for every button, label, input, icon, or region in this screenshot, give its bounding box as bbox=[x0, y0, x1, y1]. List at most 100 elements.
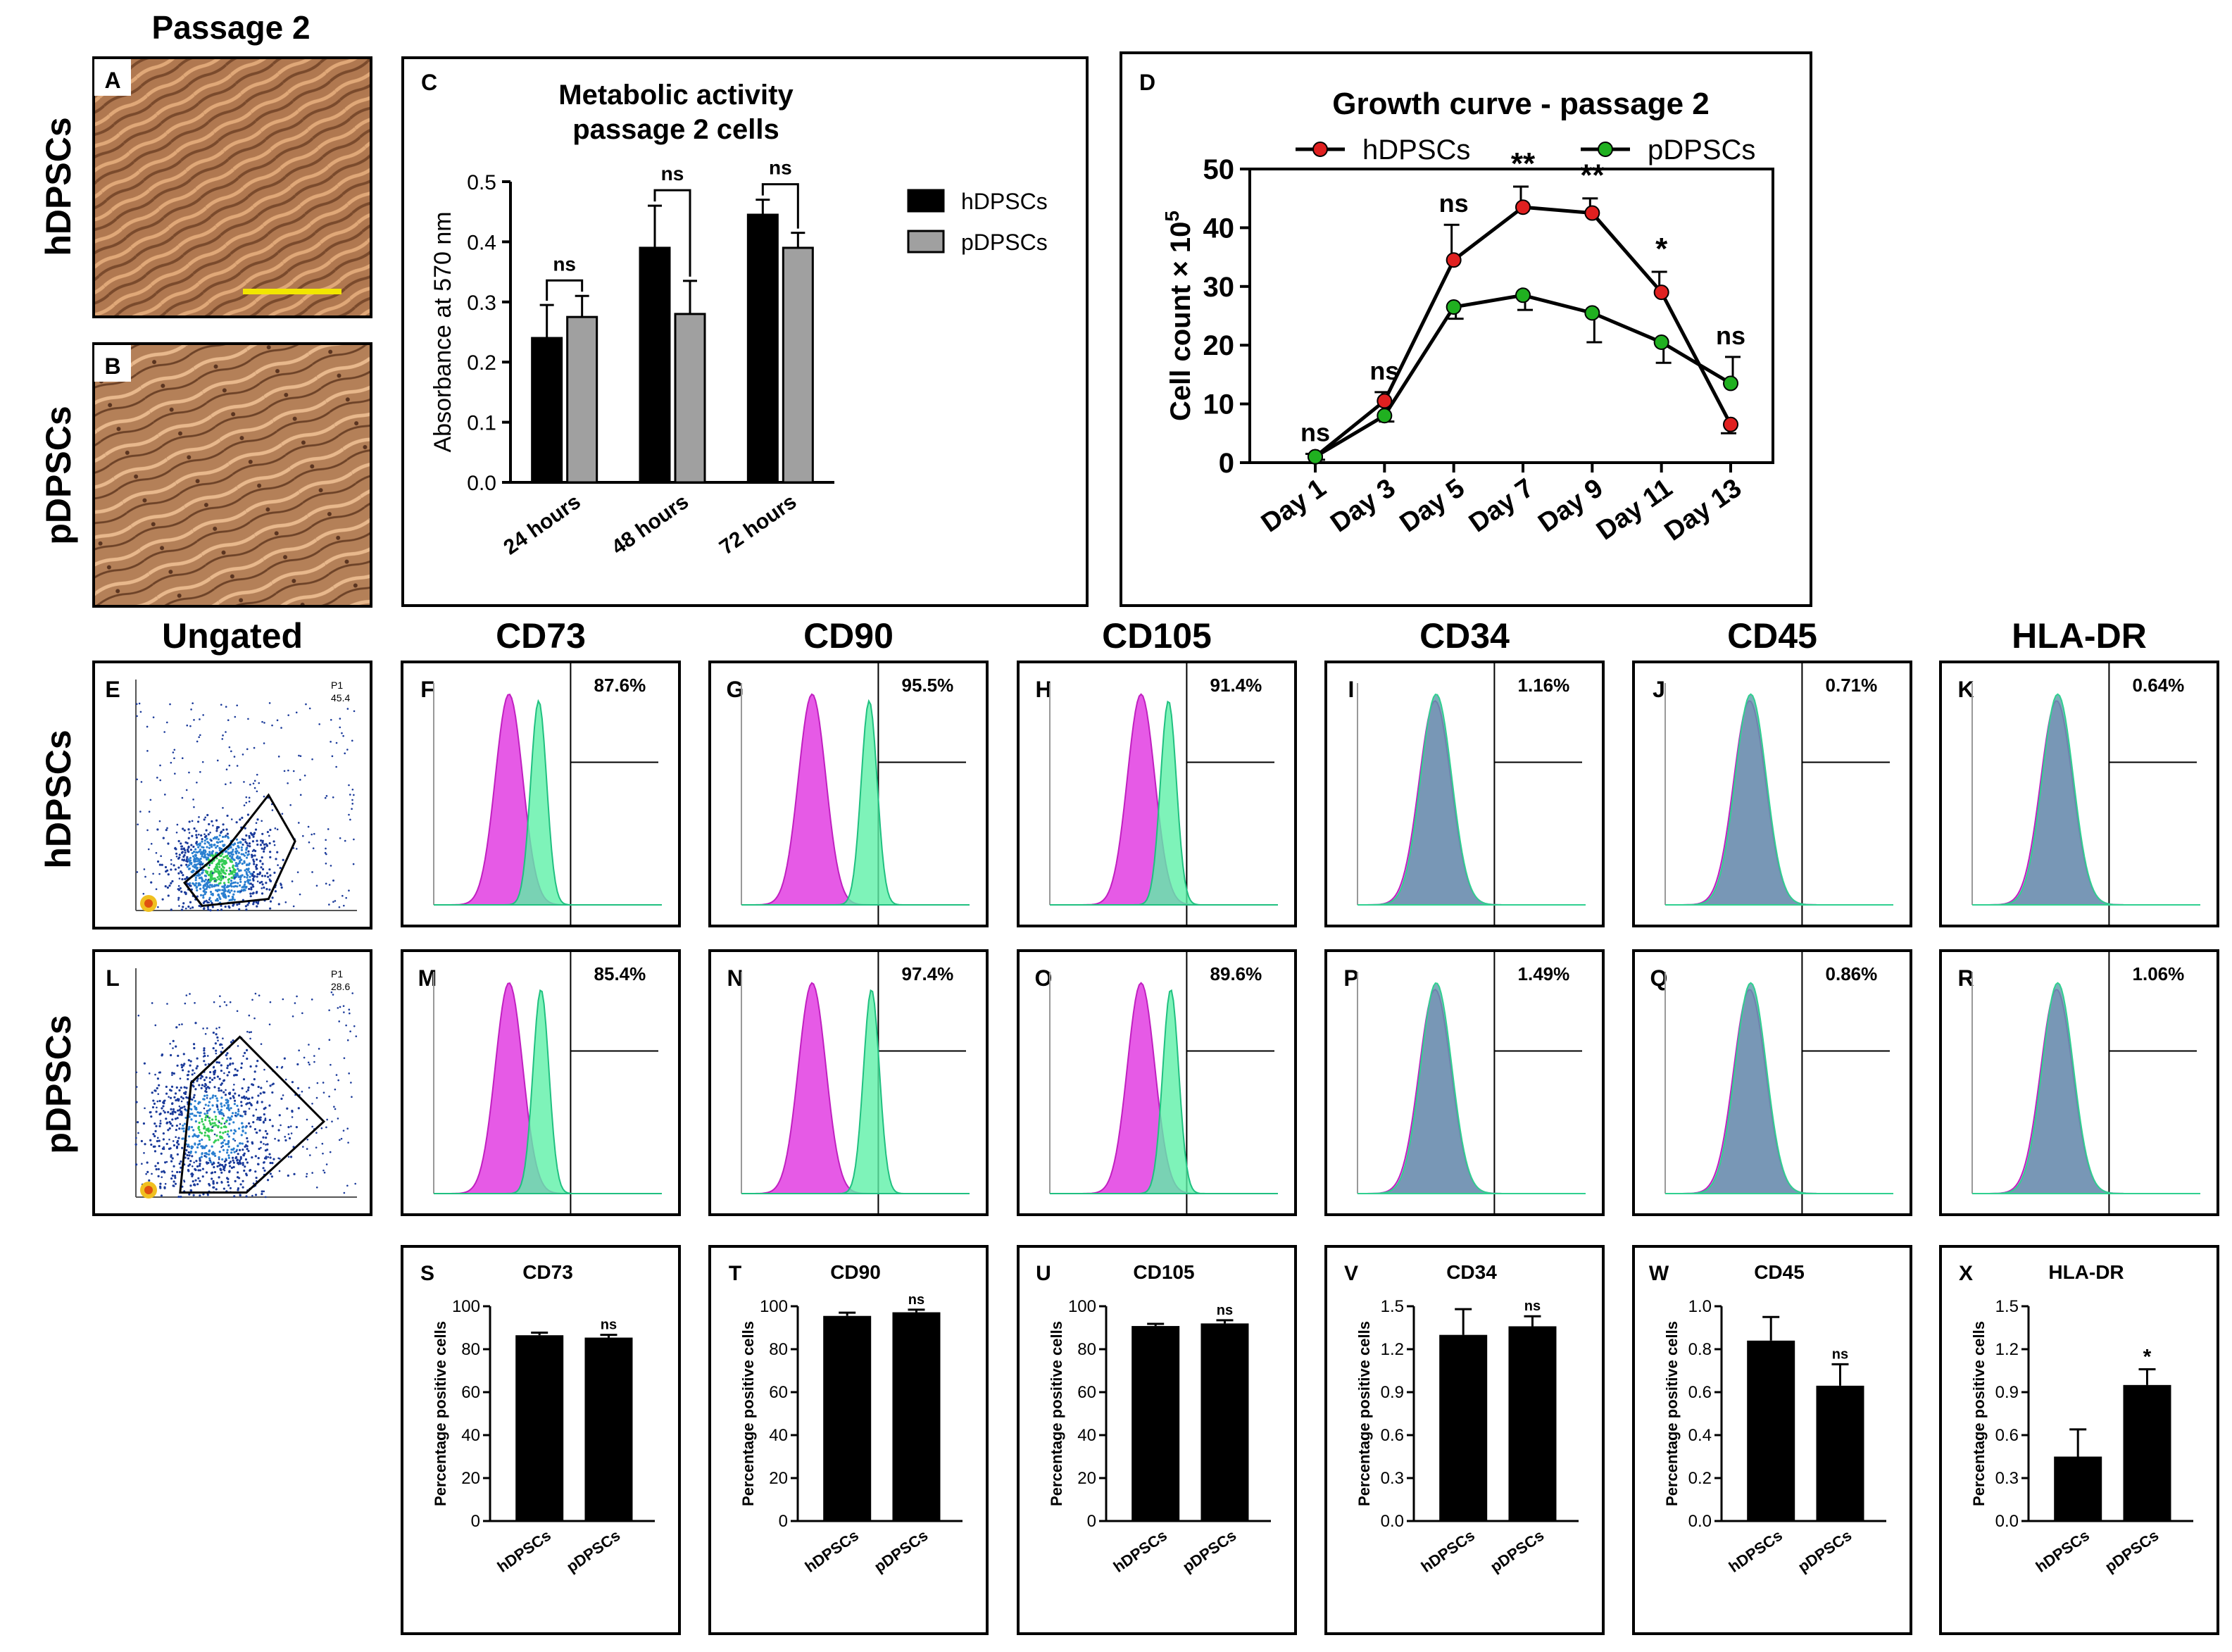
scatter-point bbox=[181, 1127, 184, 1130]
scatter-point bbox=[207, 885, 210, 888]
scatter-point bbox=[255, 858, 258, 861]
scatter-point bbox=[261, 720, 263, 723]
scatter-point bbox=[178, 1127, 181, 1130]
scatter-point bbox=[158, 872, 161, 875]
scatter-point bbox=[274, 1137, 276, 1140]
scatter-point bbox=[186, 849, 189, 851]
significance-label: ** bbox=[1580, 158, 1605, 193]
scatter-point bbox=[232, 1138, 235, 1141]
scatter-point bbox=[169, 1053, 173, 1057]
scatter-point bbox=[213, 884, 215, 888]
scatter-point bbox=[153, 1122, 156, 1125]
scatter-point bbox=[171, 1118, 174, 1121]
scatter-point bbox=[165, 870, 168, 873]
gate-label: P1 bbox=[331, 968, 343, 980]
scatter-point bbox=[187, 1144, 190, 1146]
scatter-point bbox=[307, 1061, 310, 1064]
scatter-point bbox=[171, 1074, 173, 1076]
scatter-point bbox=[178, 1162, 181, 1165]
scatter-point bbox=[234, 847, 238, 851]
y-tick-label: 50 bbox=[1203, 154, 1235, 185]
scatter-point bbox=[156, 1106, 158, 1109]
scatter-point bbox=[203, 818, 206, 821]
scatter-point bbox=[182, 847, 186, 850]
scatter-point bbox=[163, 1099, 166, 1102]
scatter-point bbox=[212, 1182, 215, 1184]
scatter-point bbox=[208, 896, 211, 899]
scatter-point bbox=[205, 1144, 208, 1147]
scatter-point bbox=[201, 840, 203, 843]
scatter-point bbox=[176, 1170, 179, 1174]
col-header-ungated: Ungated bbox=[162, 616, 303, 656]
scatter-point bbox=[293, 1172, 296, 1175]
scatter-point bbox=[154, 1089, 157, 1092]
scatter-point bbox=[181, 1146, 184, 1149]
scatter-point bbox=[259, 859, 262, 863]
histogram-panel: N 97.4% bbox=[708, 949, 989, 1216]
scatter-point bbox=[190, 1108, 193, 1110]
marker-histogram bbox=[1358, 982, 1586, 1194]
scatter-point bbox=[220, 1064, 222, 1067]
scatter-point bbox=[189, 907, 192, 910]
scatter-point bbox=[234, 851, 237, 853]
chart-title: CD73 bbox=[522, 1261, 573, 1283]
scatter-point bbox=[170, 858, 173, 861]
percent-positive-label: 1.49% bbox=[1518, 963, 1570, 984]
scatter-point bbox=[211, 1104, 214, 1107]
scatter-point bbox=[231, 1156, 234, 1159]
scatter-point bbox=[183, 891, 187, 894]
panel-letter: N bbox=[727, 965, 743, 991]
scatter-point bbox=[231, 876, 234, 880]
scatter-point bbox=[225, 1158, 227, 1162]
scatter-point bbox=[301, 1012, 303, 1015]
scatter-point bbox=[234, 861, 237, 865]
scatter-point bbox=[218, 872, 220, 875]
panel-letter: R bbox=[1957, 965, 1974, 991]
scatter-point bbox=[249, 882, 252, 885]
scatter-point bbox=[202, 714, 204, 716]
scatter-point bbox=[211, 1096, 214, 1099]
scatter-point bbox=[170, 863, 173, 865]
scatter-point bbox=[239, 869, 242, 872]
scatter-point bbox=[191, 906, 194, 909]
scatter-point bbox=[341, 894, 344, 897]
y-tick-label: 0.8 bbox=[1688, 1340, 1712, 1359]
percent-positive-label: 89.6% bbox=[1210, 963, 1262, 984]
scatter-point bbox=[276, 828, 279, 831]
scatter-point bbox=[283, 770, 286, 772]
scatter-point bbox=[277, 1157, 280, 1160]
scatter-point bbox=[154, 1130, 157, 1132]
scatter-point bbox=[213, 1077, 216, 1080]
scatter-point bbox=[164, 1161, 167, 1164]
scatter-point bbox=[269, 856, 272, 858]
scatter-point bbox=[261, 847, 263, 850]
scatter-point bbox=[348, 813, 350, 816]
y-tick-label: 0.0 bbox=[1995, 1512, 2019, 1531]
scatter-point bbox=[205, 837, 208, 840]
scatter-point bbox=[268, 1153, 271, 1156]
scatter-point bbox=[195, 830, 198, 832]
scatter-point bbox=[157, 1093, 160, 1095]
scatter-point bbox=[287, 1133, 290, 1135]
scatter-point bbox=[183, 853, 186, 857]
scatter-point bbox=[245, 870, 248, 874]
gate-polygon bbox=[183, 793, 296, 908]
scatter-point bbox=[155, 851, 158, 854]
scatter-point bbox=[217, 1139, 220, 1141]
scatter-point bbox=[198, 816, 200, 818]
scatter-point bbox=[242, 1161, 244, 1165]
scatter-point bbox=[228, 1092, 231, 1096]
scatter-point bbox=[182, 827, 184, 830]
scatter-point bbox=[241, 1096, 244, 1099]
y-axis-label: Percentage positive cells bbox=[1663, 1321, 1681, 1506]
scatter-point bbox=[170, 1089, 173, 1092]
scatter-point bbox=[217, 868, 220, 871]
scatter-point bbox=[220, 1108, 222, 1111]
significance-bracket bbox=[653, 189, 691, 277]
scatter-point bbox=[322, 1082, 325, 1084]
scatter-point bbox=[175, 1136, 177, 1138]
scatter-point bbox=[263, 1190, 265, 1193]
scatter-point bbox=[202, 1193, 205, 1196]
scatter-point bbox=[146, 1161, 149, 1164]
scatter-point bbox=[227, 1107, 230, 1110]
